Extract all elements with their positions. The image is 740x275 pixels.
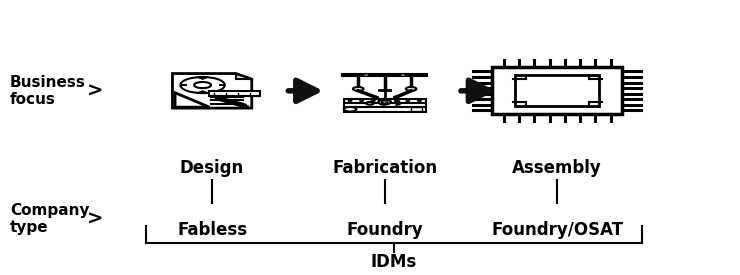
FancyBboxPatch shape [198,90,207,94]
FancyBboxPatch shape [492,67,622,114]
FancyBboxPatch shape [343,74,427,76]
Circle shape [353,87,363,91]
FancyBboxPatch shape [181,84,186,86]
Circle shape [394,100,398,101]
Text: Fabrication: Fabrication [332,159,437,177]
Circle shape [380,102,387,105]
FancyBboxPatch shape [181,84,186,86]
Circle shape [360,100,364,101]
Text: Company
type: Company type [10,203,90,235]
Text: Fabless: Fabless [177,221,247,238]
Circle shape [378,100,391,104]
Polygon shape [172,73,252,108]
FancyBboxPatch shape [343,107,425,112]
Text: IDMs: IDMs [371,252,417,271]
FancyBboxPatch shape [198,90,207,94]
Text: Business
focus: Business focus [10,75,86,107]
Text: Foundry: Foundry [346,221,423,238]
Circle shape [382,101,388,103]
Circle shape [417,100,422,101]
Circle shape [363,74,369,76]
FancyBboxPatch shape [198,76,207,80]
Text: Assembly: Assembly [512,159,602,177]
Text: >: > [87,81,103,100]
Circle shape [406,100,410,101]
Circle shape [343,107,357,112]
Circle shape [181,77,225,93]
Circle shape [383,100,387,101]
Circle shape [194,82,211,88]
Polygon shape [175,93,209,107]
Circle shape [348,100,352,101]
FancyBboxPatch shape [218,84,225,86]
Text: Foundry/OSAT: Foundry/OSAT [491,221,623,238]
FancyBboxPatch shape [198,76,207,80]
FancyBboxPatch shape [218,84,225,86]
Polygon shape [236,73,252,79]
FancyBboxPatch shape [209,91,260,97]
Circle shape [400,74,406,76]
FancyBboxPatch shape [411,107,423,111]
Text: >: > [87,209,103,228]
FancyBboxPatch shape [515,76,599,106]
Circle shape [406,87,417,91]
FancyBboxPatch shape [343,99,425,103]
Circle shape [371,100,375,101]
Circle shape [366,102,374,105]
FancyBboxPatch shape [343,103,425,107]
Text: Design: Design [180,159,244,177]
